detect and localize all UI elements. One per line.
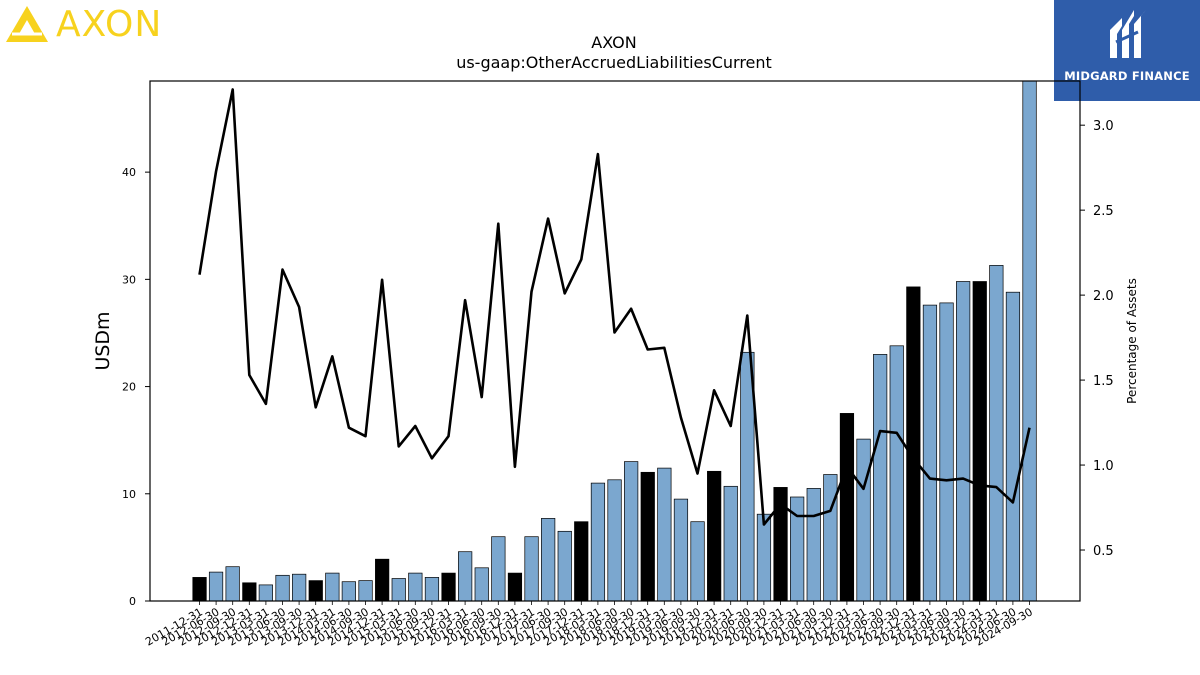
right-tick-label: 2.0 <box>1093 289 1114 304</box>
right-tick-label: 0.5 <box>1093 544 1114 559</box>
axon-logo: AXON <box>4 3 163 45</box>
bar <box>624 461 639 602</box>
bar <box>1022 80 1037 602</box>
left-axis: 0 10 20 30 40 <box>122 166 150 608</box>
bar <box>491 536 506 602</box>
chart-subtitle: us-gaap:OtherAccruedLiabilitiesCurrent <box>456 53 772 72</box>
axon-triangle-icon <box>6 6 48 42</box>
right-tick-label: 1.0 <box>1093 459 1114 474</box>
bar <box>458 551 473 602</box>
line-series <box>198 88 1031 526</box>
x-axis: 2011-12-312012-06-302012-09-302012-12-31… <box>143 601 1035 649</box>
bar-series <box>192 80 1037 602</box>
bar <box>823 474 838 602</box>
bar <box>275 574 290 602</box>
bar <box>441 572 456 602</box>
bar <box>574 521 589 602</box>
bar <box>541 518 556 602</box>
bar <box>258 584 273 602</box>
bar <box>657 467 672 602</box>
bar <box>225 566 240 602</box>
bar <box>292 573 307 602</box>
left-tick-label: 30 <box>122 273 136 286</box>
left-tick-label: 20 <box>122 381 136 394</box>
midgard-logo-text: MIDGARD FINANCE <box>1064 69 1190 83</box>
bar <box>607 479 622 602</box>
percentage-line <box>198 88 1031 526</box>
bar <box>707 470 722 602</box>
right-tick-label: 2.5 <box>1093 204 1114 219</box>
bar <box>341 581 356 602</box>
bar <box>1005 291 1021 602</box>
bar <box>839 413 855 602</box>
bar <box>192 577 207 602</box>
bar <box>242 582 257 602</box>
bar <box>723 485 738 602</box>
bar <box>640 471 655 602</box>
bar <box>424 577 440 602</box>
bar <box>590 482 606 602</box>
bar <box>557 530 572 602</box>
bar <box>873 354 888 602</box>
axon-logo-text: AXON <box>56 3 163 45</box>
plot-frame <box>149 80 1081 602</box>
bar <box>208 571 224 602</box>
midgard-emblem-icon <box>1110 10 1146 58</box>
bar <box>856 438 871 602</box>
bar <box>756 513 772 602</box>
bar <box>375 558 390 602</box>
bar <box>507 572 523 602</box>
bar <box>806 488 821 602</box>
bar <box>391 578 406 602</box>
bar <box>524 536 539 602</box>
right-axis: 0.5 1.0 1.5 2.0 2.5 3.0 <box>1080 119 1114 559</box>
bar <box>939 302 954 602</box>
bar <box>358 580 373 602</box>
left-tick-label: 40 <box>122 166 136 179</box>
right-tick-label: 1.5 <box>1093 374 1114 389</box>
bar <box>325 572 340 602</box>
bar <box>690 521 705 602</box>
left-tick-label: 10 <box>122 488 136 501</box>
bar <box>308 580 323 602</box>
bar <box>906 286 921 602</box>
chart-title: AXON <box>591 33 637 52</box>
bar <box>408 572 423 602</box>
y2-axis-label: Percentage of Assets <box>1125 278 1139 404</box>
left-tick-label: 0 <box>129 595 136 608</box>
midgard-finance-logo: MIDGARD FINANCE <box>1054 0 1200 101</box>
bar <box>989 265 1004 602</box>
bar <box>673 498 689 602</box>
right-tick-label: 3.0 <box>1093 119 1114 134</box>
bar <box>922 304 938 602</box>
bar <box>972 281 987 602</box>
y-axis-label: USDm <box>92 311 114 370</box>
bar <box>474 567 489 602</box>
bar <box>956 281 971 602</box>
bar <box>889 345 904 602</box>
